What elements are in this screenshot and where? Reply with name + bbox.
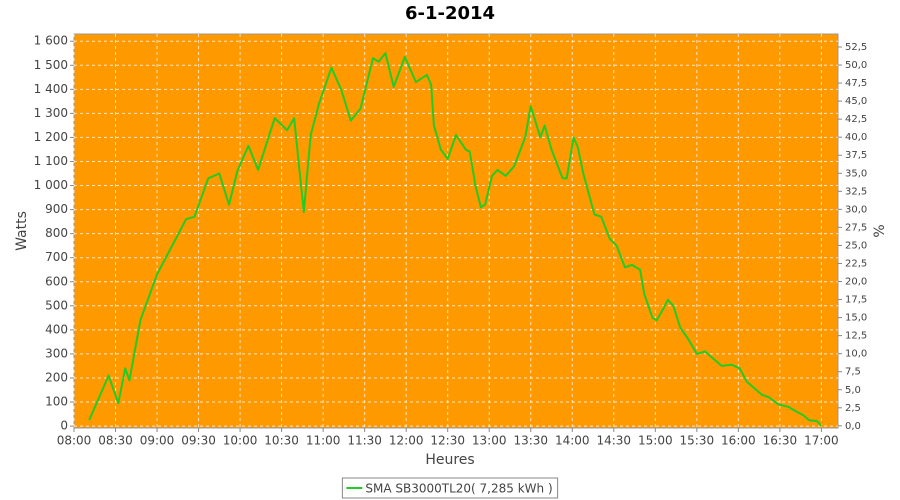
y2-tick-label: 27,5 <box>845 222 867 233</box>
y2-tick-label: 22,5 <box>845 258 867 269</box>
y2-tick-label: 32,5 <box>845 186 867 197</box>
y2-tick-label: 5,0 <box>845 385 861 396</box>
y2-tick-label: 25,0 <box>845 240 867 251</box>
y-tick-label: 1 300 <box>34 106 68 120</box>
y-tick-label: 1 000 <box>34 178 68 192</box>
y2-tick-label: 35,0 <box>845 168 867 179</box>
y-tick-label: 900 <box>45 202 68 216</box>
x-tick-label: 08:30 <box>98 434 133 448</box>
x-tick-label: 10:00 <box>223 434 258 448</box>
x-tick-label: 16:00 <box>721 434 756 448</box>
x-tick-label: 08:00 <box>57 434 92 448</box>
x-tick-label: 11:00 <box>306 434 341 448</box>
x-axis-title: Heures <box>425 452 474 468</box>
y2-tick-label: 37,5 <box>845 150 867 161</box>
y2-tick-label: 52,5 <box>845 42 867 53</box>
y2-tick-label: 45,0 <box>845 96 867 107</box>
y-tick-label: 400 <box>45 322 68 336</box>
y2-tick-label: 12,5 <box>845 331 867 342</box>
y2-tick-label: 0,0 <box>845 421 861 432</box>
chart-title: 6-1-2014 <box>405 3 495 24</box>
y2-tick-label: 40,0 <box>845 132 867 143</box>
legend-label: SMA SB3000TL20( 7,285 kWh ) <box>365 482 552 496</box>
y2-tick-label: 47,5 <box>845 78 867 89</box>
legend-box <box>341 477 559 499</box>
y2-tick-label: 2,5 <box>845 403 861 414</box>
x-tick-label: 13:30 <box>513 434 548 448</box>
y-tick-label: 100 <box>45 395 68 409</box>
y2-tick-label: 17,5 <box>845 295 867 306</box>
x-tick-label: 15:00 <box>638 434 673 448</box>
x-tick-label: 12:00 <box>389 434 424 448</box>
x-tick-label: 09:30 <box>181 434 216 448</box>
y-tick-label: 600 <box>45 274 68 288</box>
plot-area <box>73 33 839 429</box>
y-tick-label: 500 <box>45 298 68 312</box>
y-tick-label: 1 600 <box>34 34 68 48</box>
y2-axis-title: % <box>872 224 888 237</box>
y-tick-label: 700 <box>45 250 68 264</box>
y-tick-label: 1 100 <box>34 154 68 168</box>
x-tick-label: 14:00 <box>555 434 590 448</box>
y2-tick-label: 30,0 <box>845 204 867 215</box>
y-tick-label: 0 <box>60 419 68 433</box>
x-tick-label: 09:00 <box>140 434 175 448</box>
x-tick-label: 15:30 <box>680 434 715 448</box>
y-tick-label: 1 200 <box>34 130 68 144</box>
y2-tick-label: 50,0 <box>845 60 867 71</box>
y-tick-label: 800 <box>45 226 68 240</box>
x-tick-label: 10:30 <box>264 434 299 448</box>
x-tick-label: 13:00 <box>472 434 507 448</box>
y-tick-label: 200 <box>45 370 68 384</box>
y-tick-label: 300 <box>45 346 68 360</box>
data-line <box>88 52 823 427</box>
y2-tick-label: 20,0 <box>845 277 867 288</box>
y-tick-label: 1 400 <box>34 82 68 96</box>
y2-tick-label: 42,5 <box>845 114 867 125</box>
x-tick-label: 12:30 <box>430 434 465 448</box>
x-tick-label: 14:30 <box>596 434 631 448</box>
y-axis-title: Watts <box>14 211 30 251</box>
x-tick-label: 17:00 <box>804 434 839 448</box>
y-tick-label: 1 500 <box>34 58 68 72</box>
y2-tick-label: 15,0 <box>845 313 867 324</box>
y2-tick-label: 10,0 <box>845 349 867 360</box>
x-tick-label: 16:30 <box>763 434 798 448</box>
x-tick-label: 11:30 <box>347 434 382 448</box>
y2-tick-label: 7,5 <box>845 367 861 378</box>
